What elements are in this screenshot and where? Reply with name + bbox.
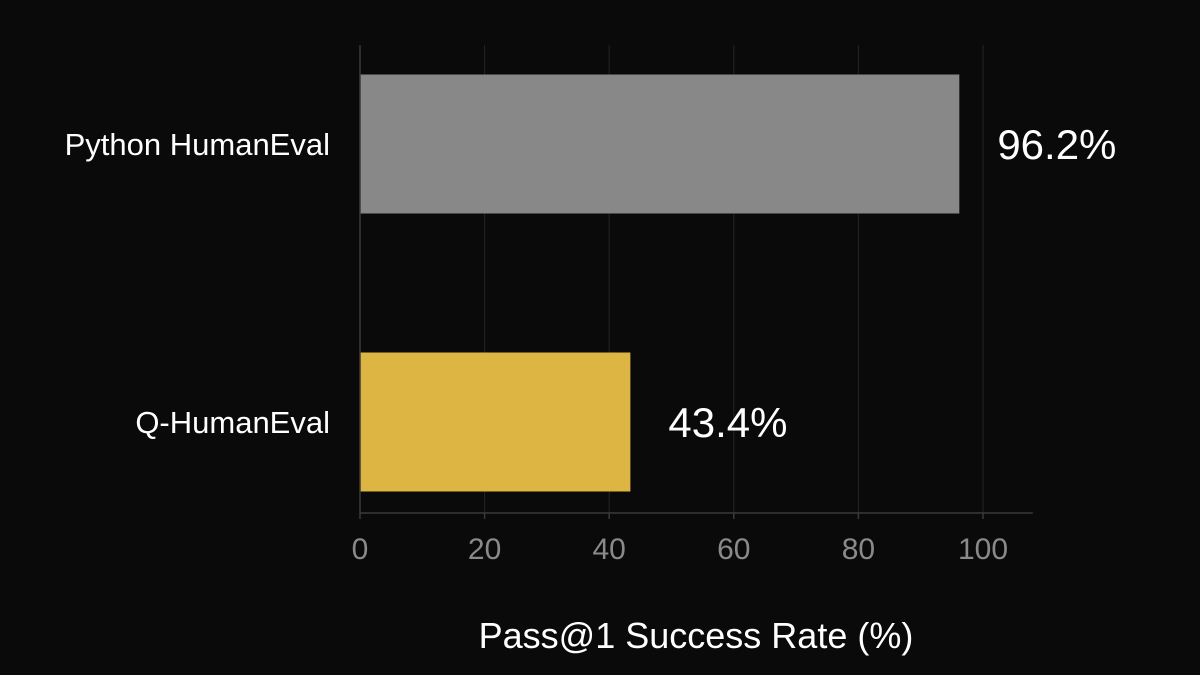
bar-q-humaneval — [360, 352, 631, 492]
category-label-python-humaneval: Python HumanEval — [65, 127, 330, 162]
x-tick-label-0: 0 — [352, 533, 369, 566]
category-label-q-humaneval: Q-HumanEval — [135, 405, 330, 440]
x-axis — [359, 45, 1033, 514]
x-ticks: 0 20 40 60 80 100 — [352, 513, 1008, 566]
x-tick-label-60: 60 — [717, 533, 750, 566]
x-tick-label-80: 80 — [842, 533, 875, 566]
value-label-q-humaneval: 43.4% — [668, 399, 787, 446]
bar-python-humaneval — [360, 74, 960, 214]
x-tick-label-20: 20 — [468, 533, 501, 566]
value-label-python-humaneval: 96.2% — [997, 121, 1116, 168]
x-tick-label-40: 40 — [593, 533, 626, 566]
x-axis-title: Pass@1 Success Rate (%) — [479, 615, 914, 656]
labels: Python HumanEval 96.2% Q-HumanEval 43.4% — [65, 121, 1117, 446]
bars — [360, 74, 960, 492]
x-tick-label-100: 100 — [958, 533, 1008, 566]
